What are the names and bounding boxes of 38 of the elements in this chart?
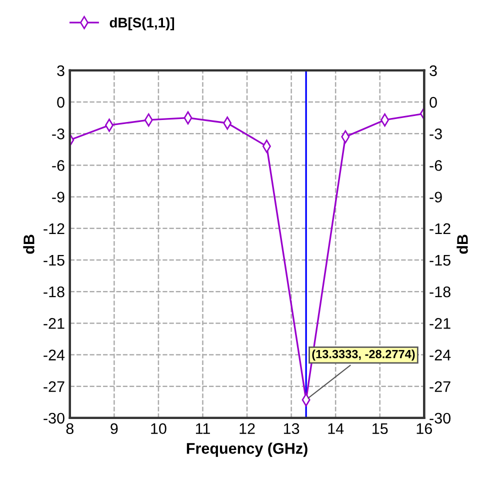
y2-tick-label: -9 — [430, 192, 442, 203]
y-tick-label: -18 — [44, 286, 64, 298]
y2-tick-label: -15 — [430, 255, 450, 266]
x-tick-label: 9 — [110, 423, 118, 434]
y-tick-label: -12 — [44, 223, 64, 234]
y2-tick-label: -27 — [430, 381, 450, 392]
y-tick-label: -30 — [44, 412, 64, 424]
y-tick-label: -9 — [52, 192, 64, 203]
y-tick-label: -27 — [44, 381, 64, 392]
annotation: (13.3333, -28.2774) — [312, 350, 415, 361]
y-tick-label: -3 — [52, 128, 64, 140]
x-tick-label: 16 — [416, 423, 432, 434]
y-tick-label: -24 — [44, 350, 65, 360]
y2-tick-label: -12 — [430, 223, 450, 234]
y-tick-label: 3 — [57, 65, 64, 76]
x-tick-label: 15 — [372, 423, 388, 434]
y2-tick-label: -18 — [430, 286, 450, 298]
y2-tick-label: 0 — [430, 96, 437, 108]
x-tick-label: 11 — [196, 423, 210, 434]
y-tick-label: -15 — [44, 255, 64, 266]
y2-tick-label: -21 — [430, 318, 450, 329]
x-tick-label: 13 — [284, 423, 300, 434]
x-tick-label: 14 — [328, 423, 344, 434]
y2-tick-label: -6 — [430, 160, 442, 171]
y-tick-label: -6 — [52, 160, 64, 171]
legend-label: dB[S(1,1)] — [110, 17, 174, 30]
y2-tick-label: -3 — [430, 128, 442, 140]
x-tick-label: 10 — [151, 423, 166, 434]
y2-tick-label: 3 — [430, 65, 437, 76]
x-tick-label: 8 — [66, 423, 74, 434]
y-tick-label: 0 — [57, 96, 64, 108]
y2-axis-title: dB — [456, 234, 468, 254]
x-tick-label: 12 — [240, 423, 255, 434]
x-axis-title: Frequency (GHz) — [186, 442, 308, 457]
y2-tick-label: -24 — [430, 350, 451, 360]
y2-tick-label: -30 — [430, 412, 451, 424]
y-axis-title: dB — [23, 234, 34, 254]
y-tick-label: -21 — [44, 318, 64, 329]
